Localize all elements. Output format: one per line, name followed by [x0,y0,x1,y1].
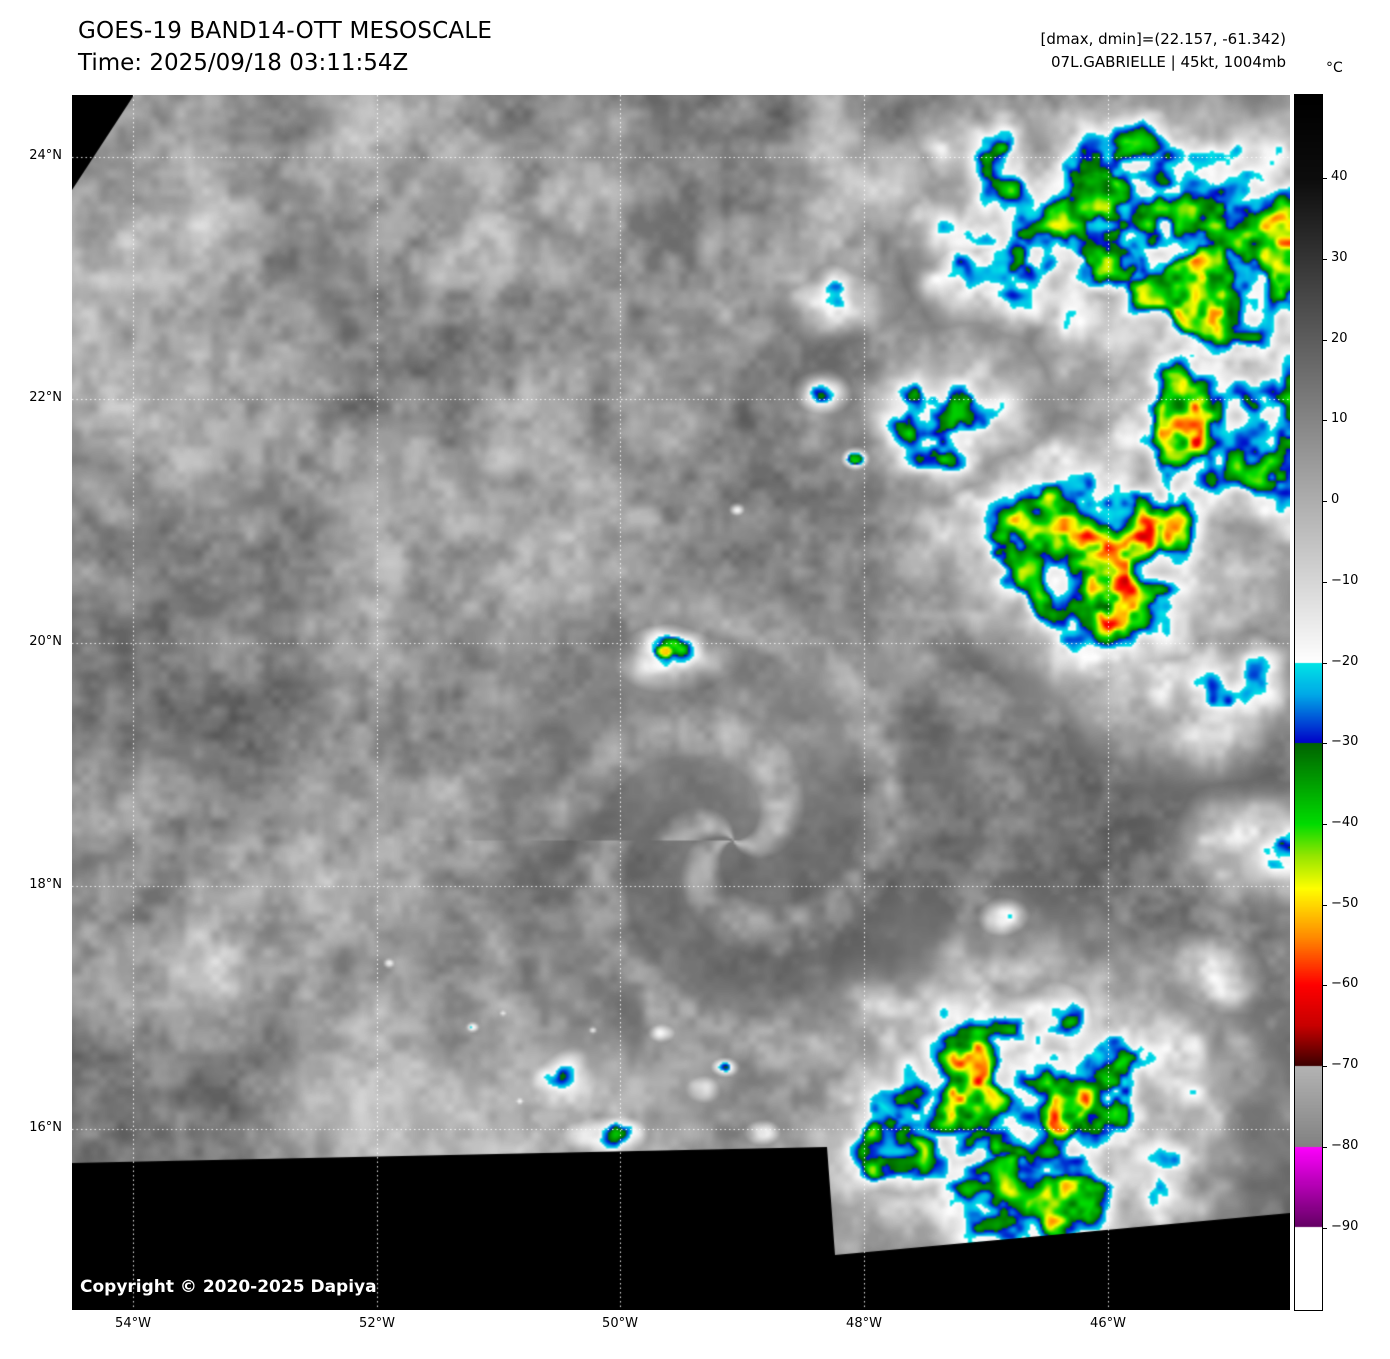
colorbar-tick-label: 0 [1331,492,1340,508]
storm-info-label: 07L.GABRIELLE | 45kt, 1004mb [1051,53,1286,71]
colorbar-tick-label: −30 [1331,734,1359,750]
dmax-dmin-readout: [dmax, dmin]=(22.157, -61.342) [1040,30,1286,48]
colorbar-tick-mark [1323,663,1327,664]
lon-axis-label: 54°W [115,1316,151,1331]
colorbar-tick-label: 40 [1331,169,1348,185]
timestamp-label: Time: 2025/09/18 03:11:54Z [78,50,409,76]
colorbar-tick-mark [1323,743,1327,744]
colorbar-unit-label: °C [1326,60,1343,76]
colorbar-tick-label: −90 [1331,1218,1359,1234]
colorbar-tick-mark [1323,1147,1327,1148]
colorbar-tick-label: −40 [1331,815,1359,830]
colorbar-tick-mark [1323,824,1327,825]
colorbar-tick-mark [1323,985,1327,986]
satellite-image-canvas [72,95,1290,1310]
colorbar-tick-mark [1323,178,1327,179]
colorbar-tick-label: −70 [1331,1057,1359,1073]
satellite-map: Copyright © 2020-2025 Dapiya [72,95,1290,1310]
colorbar-tick-mark [1323,582,1327,583]
lat-axis-label: 20°N [29,634,62,649]
colorbar-tick-label: 30 [1331,249,1348,265]
colorbar-tick-label: −50 [1331,895,1359,911]
colorbar-tick-mark [1323,420,1327,421]
page-title: GOES-19 BAND14-OTT MESOSCALE [78,18,493,44]
colorbar-tick-label: −10 [1331,572,1359,588]
colorbar-tick-label: −20 [1331,653,1359,669]
colorbar-tick-label: −80 [1331,1137,1359,1153]
colorbar-tick-label: 20 [1331,330,1348,346]
lon-axis-label: 50°W [602,1316,638,1331]
colorbar [1294,94,1323,1311]
colorbar-tick-mark [1323,1228,1327,1229]
colorbar-tick-label: 10 [1331,411,1348,427]
lat-axis-label: 18°N [29,877,62,892]
copyright-text: Copyright © 2020-2025 Dapiya [80,1277,377,1297]
lat-axis-label: 24°N [29,148,62,163]
lat-axis-label: 16°N [29,1120,62,1135]
lon-axis-label: 48°W [846,1316,882,1331]
colorbar-tick-mark [1323,259,1327,260]
colorbar-tick-mark [1323,905,1327,906]
colorbar-tick-label: −60 [1331,976,1359,992]
colorbar-tick-mark [1323,501,1327,502]
colorbar-tick-mark [1323,340,1327,341]
lon-axis-label: 46°W [1090,1316,1126,1331]
colorbar-tick-mark [1323,1066,1327,1067]
lon-axis-label: 52°W [359,1316,395,1331]
lat-axis-label: 22°N [29,390,62,405]
